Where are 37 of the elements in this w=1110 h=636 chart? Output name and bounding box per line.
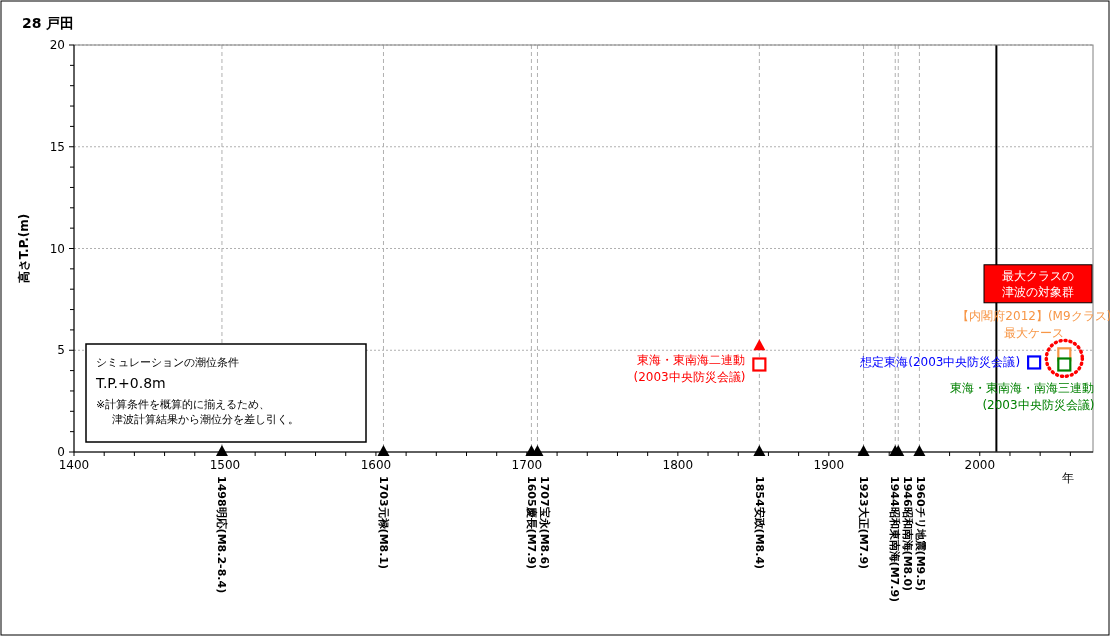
annotation: 最大クラスの津波の対象群 (1002, 268, 1074, 299)
x-tick-label: 1900 (813, 458, 845, 472)
ref-line-label: 1605慶長(M7.9) (524, 476, 538, 570)
series-label: 東海・東南海二連動 (2003中央防災会議) (633, 353, 746, 385)
point (215, 445, 228, 456)
annotation: ※計算条件を概算的に揃えるため、津波計算結果から潮位分を差し引く。 (96, 398, 299, 426)
ref-line-label: 1707宝永(M8.6) (537, 476, 551, 570)
point (753, 445, 766, 456)
x-tick-label: 1500 (209, 458, 241, 472)
chart-title: 28 戸田 (22, 15, 75, 31)
ref-line-label: 1923大正(M7.9) (856, 476, 870, 570)
y-tick-label: 15 (49, 139, 65, 154)
annotation: T.P.+0.8m (95, 375, 166, 391)
y-tick-label: 20 (49, 38, 65, 53)
y-tick-label: 0 (57, 445, 65, 460)
x-tick-label: 1700 (511, 458, 543, 472)
point (752, 357, 767, 372)
point (753, 339, 766, 351)
y-tick-label: 10 (49, 241, 65, 256)
point (857, 445, 870, 456)
ref-line-label: 1703元禄(M8.1) (376, 476, 390, 570)
point (377, 445, 390, 456)
point (913, 445, 926, 456)
y-axis-title: 高さT.P.(m) (17, 213, 31, 284)
y-tick-label: 5 (57, 343, 65, 358)
x-tick-label: 2000 (964, 458, 996, 472)
ref-line-label: 1498明応(M8.2-8.4) (215, 476, 229, 594)
ref-line-label: 1946昭和南海(M8.0) (901, 476, 915, 592)
ref-line-label: 1960チリ地震(M9.5) (914, 476, 928, 592)
ref-line-label: 1854安政(M8.4) (752, 476, 766, 570)
x-tick-label: 1600 (360, 458, 392, 472)
x-axis-title: 年 (1062, 471, 1074, 485)
x-tick-label: 1800 (662, 458, 694, 472)
point (1027, 355, 1042, 370)
ref-line-label: 1944昭和東南海(M7.9) (888, 476, 902, 603)
x-tick-label: 1400 (58, 458, 90, 472)
annotation: シミュレーションの潮位条件 (96, 356, 239, 369)
